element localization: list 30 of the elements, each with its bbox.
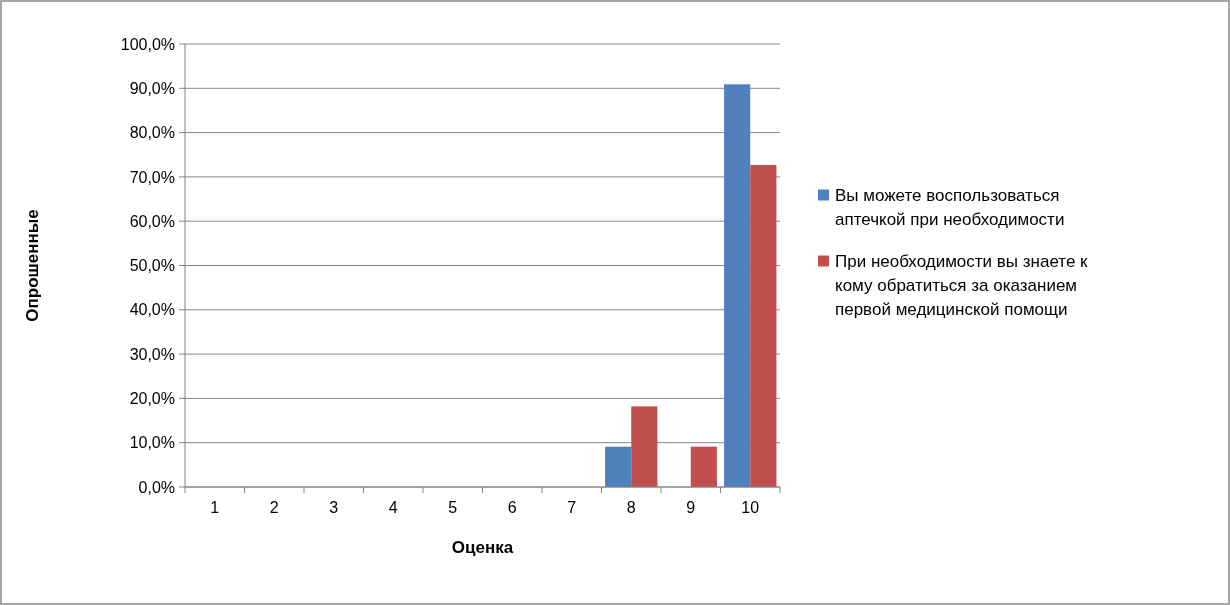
x-tick-label: 3: [329, 499, 339, 516]
legend-label: При необходимости вы знаете к кому обратиться за оказанием первой медицинской помощи: [835, 251, 1089, 319]
x-axis-title: Оценка: [451, 538, 514, 557]
bar: [724, 84, 751, 487]
y-tick-label: 0,0%: [138, 478, 175, 496]
x-tick-label: 7: [567, 499, 577, 516]
y-tick-label: 70,0%: [129, 168, 175, 186]
bar: [605, 446, 632, 487]
x-tick-label: 8: [626, 499, 636, 516]
x-tick-label: 6: [507, 499, 517, 516]
y-tick-label: 50,0%: [129, 257, 175, 275]
bar: [631, 406, 658, 487]
legend-label: Вы можете воспользоваться аптечкой при необходимости: [835, 185, 1065, 229]
y-tick-label: 60,0%: [129, 212, 175, 230]
bar: [750, 164, 777, 487]
y-tick-label: 20,0%: [129, 390, 175, 407]
y-tick-label: 40,0%: [129, 301, 175, 319]
y-axis-title: Опрошенные: [23, 209, 42, 322]
y-tick-label: 10,0%: [129, 434, 175, 452]
x-tick-label: 9: [686, 499, 696, 516]
x-tick-label: 10: [741, 499, 760, 516]
y-tick-label: 80,0%: [129, 124, 175, 142]
x-tick-label: 4: [388, 499, 398, 516]
y-tick-label: 100,0%: [120, 35, 175, 53]
bar: [690, 446, 717, 487]
x-tick-label: 5: [448, 499, 458, 516]
x-tick-label: 1: [210, 499, 220, 516]
x-tick-label: 2: [269, 499, 279, 516]
y-tick-label: 30,0%: [129, 345, 175, 363]
y-tick-label: 90,0%: [129, 79, 175, 97]
